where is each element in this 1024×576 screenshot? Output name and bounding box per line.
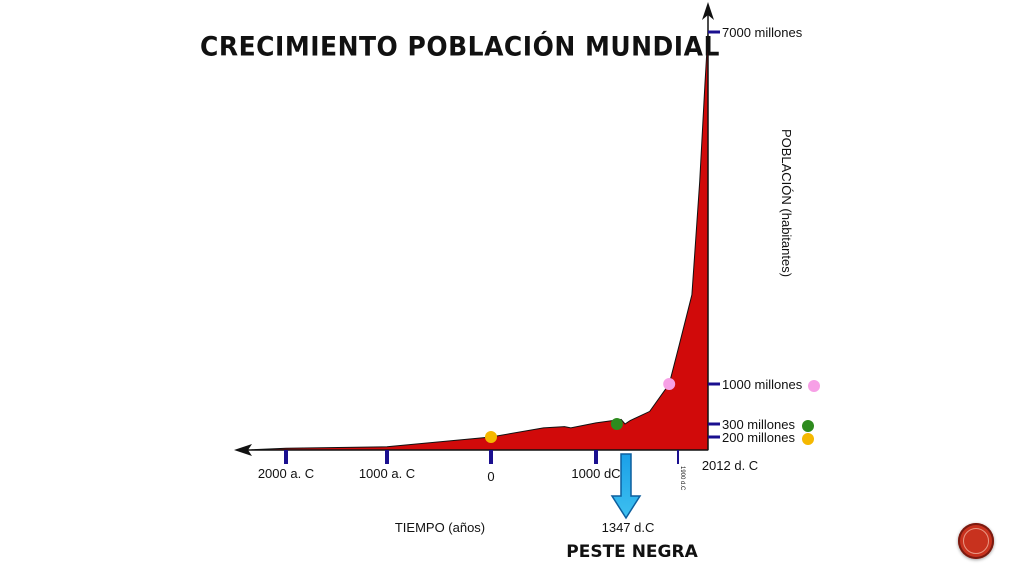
data-marker xyxy=(485,431,497,443)
x-tick-mark xyxy=(385,450,389,464)
y-axis-label: POBLACIÓN (habitantes) xyxy=(779,129,794,277)
y-tick-label: 1000 millones xyxy=(722,377,803,392)
x-tick-label: 2012 d. C xyxy=(702,458,758,473)
event-year-label: 1347 d.C xyxy=(602,520,655,535)
x-tick-label: 1000 dC xyxy=(571,466,620,481)
x-axis-arrowhead xyxy=(234,444,252,456)
x-tick-label: 1000 a. C xyxy=(359,466,415,481)
legend-dot xyxy=(808,380,820,392)
data-markers xyxy=(485,378,676,443)
population-area xyxy=(251,31,709,451)
y-tick-label: 7000 millones xyxy=(722,25,803,40)
legend-dots xyxy=(802,380,820,445)
y-axis-arrowhead xyxy=(702,2,714,20)
x-tick-mark xyxy=(284,450,288,464)
x-tick-label: 0 xyxy=(487,469,494,484)
x-tick-mark xyxy=(489,450,493,464)
y-tick-mark xyxy=(708,422,720,426)
y-tick-mark xyxy=(708,30,720,34)
next-slide-button[interactable] xyxy=(958,523,994,559)
legend-dot xyxy=(802,433,814,445)
x-tick-label: 1900 d.C xyxy=(679,466,685,491)
x-axis-label: TIEMPO (años) xyxy=(395,520,485,535)
y-tick-mark xyxy=(708,435,720,439)
peste-negra-annotation: 1347 d.C PESTE NEGRA xyxy=(566,453,699,562)
event-label: PESTE NEGRA xyxy=(566,542,698,562)
x-tick-mark xyxy=(677,450,679,464)
legend-dot xyxy=(802,420,814,432)
x-tick-mark xyxy=(594,450,598,464)
slide-title: CRECIMIENTO POBLACIÓN MUNDIAL xyxy=(200,31,720,62)
x-tick-label: 2000 a. C xyxy=(258,466,314,481)
y-tick-label: 200 millones xyxy=(722,430,795,445)
y-tick-label: 300 millones xyxy=(722,417,795,432)
x-axis xyxy=(234,444,708,456)
y-tick-mark xyxy=(708,382,720,386)
y-axis xyxy=(702,2,714,450)
x-ticks: 2000 a. C 1000 a. C 0 1000 dC 1900 d.C 2012 d… xyxy=(258,450,758,491)
data-marker xyxy=(610,418,623,430)
down-arrow-icon xyxy=(610,453,642,520)
data-marker xyxy=(663,378,676,390)
